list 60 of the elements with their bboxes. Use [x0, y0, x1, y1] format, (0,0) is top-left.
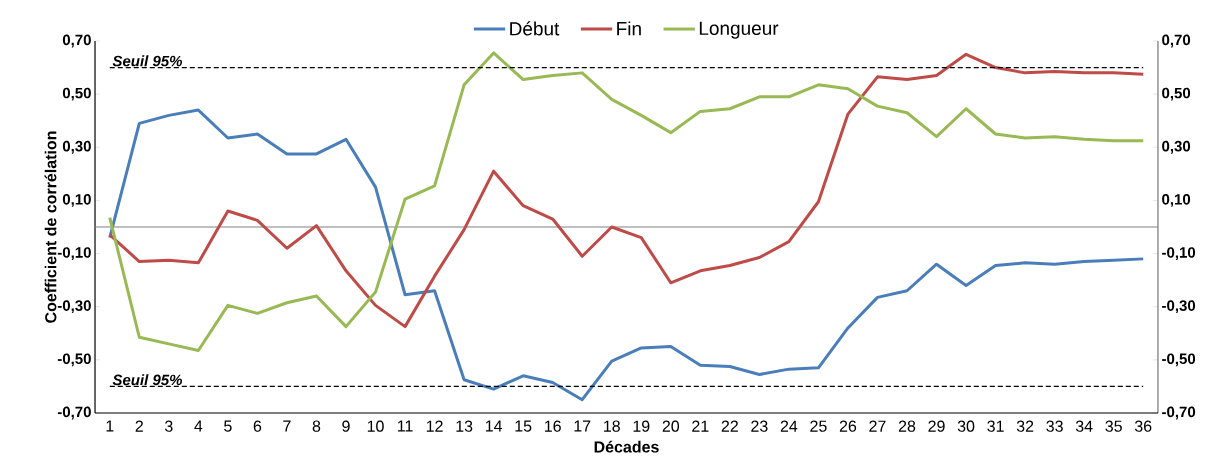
x-tick-label: 18	[604, 420, 620, 432]
x-tick-label: 24	[780, 420, 798, 432]
x-tick-label: 8	[312, 420, 321, 432]
x-tick-label: 33	[1046, 420, 1063, 432]
x-tick-label: 25	[810, 420, 827, 432]
x-tick-label: 12	[426, 420, 443, 432]
legend-label: Longueur	[699, 21, 779, 39]
x-tick-label: 32	[1016, 420, 1034, 432]
x-tick-label: 20	[662, 420, 680, 432]
x-tick-label: 14	[485, 420, 503, 432]
y2-tick-label: 0,70	[1162, 34, 1191, 48]
x-tick-label: 26	[839, 420, 857, 432]
y2-tick-label: 0,10	[1162, 194, 1191, 207]
legend-label: Début	[510, 21, 560, 36]
x-tick-label: 34	[1075, 420, 1093, 432]
x-tick-label: 9	[342, 420, 350, 432]
y-tick-label: 0,50	[62, 87, 91, 101]
x-tick-label: 10	[367, 420, 384, 432]
y2-tick-label: -0,70	[1162, 406, 1196, 420]
line-series	[108, 108, 1145, 402]
y-tick-label: -0,30	[57, 300, 91, 314]
x-tick-label: 15	[515, 420, 532, 432]
x-tick-label: 13	[456, 420, 473, 432]
y-tick-label: 0,30	[62, 140, 91, 154]
x-tick-label: 6	[253, 420, 262, 432]
x-tick-label: 35	[1105, 420, 1122, 432]
ref-line-label: Seuil 95%	[112, 374, 183, 386]
x-tick-label: 30	[957, 420, 975, 432]
x-tick-label: 36	[1134, 420, 1152, 432]
y2-tick-label: 0,50	[1162, 87, 1191, 101]
x-tick-label: 28	[898, 420, 916, 432]
x-tick-label: 16	[545, 420, 561, 432]
x-tick-label: 11	[397, 420, 413, 432]
y2-tick-label: -0,10	[1162, 247, 1196, 260]
y-tick-label: 0,70	[62, 34, 91, 48]
x-tick-label: 31	[987, 420, 1004, 432]
x-tick-label: 27	[869, 420, 886, 432]
y2-tick-label: -0,50	[1162, 353, 1196, 367]
y2-tick-label: 0,30	[1162, 140, 1191, 154]
ref-line-label: Seuil 95%	[112, 55, 183, 67]
y-tick-label: -0,50	[57, 353, 91, 367]
y-tick-label: -0,70	[57, 406, 91, 420]
legend-label: Fin	[617, 21, 641, 36]
y-tick-label: -0,10	[57, 247, 91, 260]
x-tick-label: 1	[106, 420, 114, 432]
y-axis-title: Coefficient de corrélation	[44, 131, 57, 323]
x-tick-label: 21	[692, 420, 709, 432]
x-tick-label: 5	[224, 420, 232, 432]
x-tick-label: 19	[633, 420, 650, 432]
x-tick-label: 17	[574, 420, 591, 432]
x-axis-title: Décades	[594, 440, 659, 453]
x-tick-label: 2	[135, 420, 143, 432]
x-tick-label: 29	[928, 420, 945, 432]
x-tick-label: 7	[283, 420, 291, 432]
y-tick-label: 0,10	[62, 194, 91, 207]
y2-tick-label: -0,30	[1162, 300, 1196, 314]
x-tick-label: 4	[194, 420, 203, 432]
x-tick-label: 3	[165, 420, 173, 432]
x-tick-label: 23	[751, 420, 768, 432]
x-tick-label: 22	[721, 420, 738, 432]
